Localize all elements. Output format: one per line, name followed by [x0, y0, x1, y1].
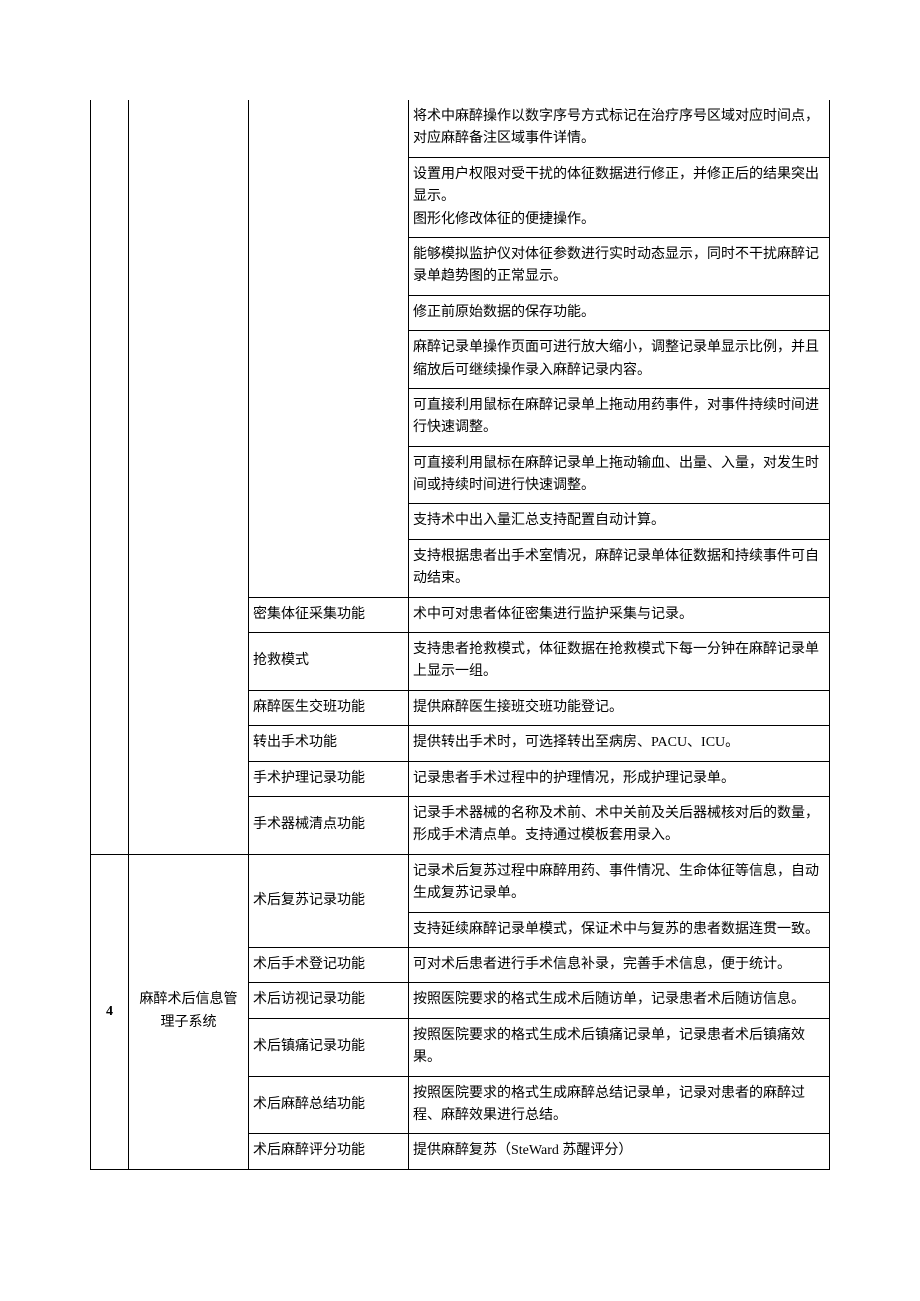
cell-func: 转出手术功能 — [249, 726, 409, 761]
cell-desc: 提供麻醉复苏（SteWard 苏醒评分） — [409, 1134, 830, 1169]
cell-desc: 设置用户权限对受干扰的体征数据进行修正，并修正后的结果突出显示。图形化修改体征的… — [409, 157, 830, 237]
cell-desc: 按照医院要求的格式生成术后镇痛记录单，记录患者术后镇痛效果。 — [409, 1018, 830, 1076]
cell-desc: 可直接利用鼠标在麻醉记录单上拖动用药事件，对事件持续时间进行快速调整。 — [409, 388, 830, 446]
cell-func-empty — [249, 100, 409, 597]
cell-desc: 将术中麻醉操作以数字序号方式标记在治疗序号区域对应时间点，对应麻醉备注区域事件详… — [409, 100, 830, 157]
cell-desc: 能够模拟监护仪对体征参数进行实时动态显示，同时不干扰麻醉记录单趋势图的正常显示。 — [409, 237, 830, 295]
cell-func: 抢救模式 — [249, 633, 409, 691]
cell-desc: 提供转出手术时，可选择转出至病房、PACU、ICU。 — [409, 726, 830, 761]
cell-func: 术后镇痛记录功能 — [249, 1018, 409, 1076]
cell-num-empty — [91, 100, 129, 854]
cell-desc: 修正前原始数据的保存功能。 — [409, 295, 830, 330]
cell-system-empty — [129, 100, 249, 854]
cell-desc: 记录术后复苏过程中麻醉用药、事件情况、生命体征等信息，自动生成复苏记录单。 — [409, 854, 830, 912]
cell-desc: 支持根据患者出手术室情况，麻醉记录单体征数据和持续事件可自动结束。 — [409, 539, 830, 597]
cell-func: 术后访视记录功能 — [249, 983, 409, 1018]
cell-desc: 可直接利用鼠标在麻醉记录单上拖动输血、出量、入量，对发生时间或持续时间进行快速调… — [409, 446, 830, 504]
cell-desc: 支持延续麻醉记录单模式，保证术中与复苏的患者数据连贯一致。 — [409, 912, 830, 947]
cell-func: 术后手术登记功能 — [249, 947, 409, 982]
cell-num: 4 — [91, 854, 129, 1169]
cell-desc: 按照医院要求的格式生成术后随访单，记录患者术后随访信息。 — [409, 983, 830, 1018]
cell-desc: 支持患者抢救模式，体征数据在抢救模式下每一分钟在麻醉记录单上显示一组。 — [409, 633, 830, 691]
cell-desc: 支持术中出入量汇总支持配置自动计算。 — [409, 504, 830, 539]
cell-func: 麻醉医生交班功能 — [249, 690, 409, 725]
cell-desc: 记录患者手术过程中的护理情况，形成护理记录单。 — [409, 761, 830, 796]
cell-system: 麻醉术后信息管理子系统 — [129, 854, 249, 1169]
table-row: 将术中麻醉操作以数字序号方式标记在治疗序号区域对应时间点，对应麻醉备注区域事件详… — [91, 100, 830, 157]
cell-func: 密集体征采集功能 — [249, 597, 409, 632]
spec-table: 将术中麻醉操作以数字序号方式标记在治疗序号区域对应时间点，对应麻醉备注区域事件详… — [90, 100, 830, 1170]
cell-desc: 按照医院要求的格式生成麻醉总结记录单，记录对患者的麻醉过程、麻醉效果进行总结。 — [409, 1076, 830, 1134]
cell-desc: 提供麻醉医生接班交班功能登记。 — [409, 690, 830, 725]
cell-func: 手术器械清点功能 — [249, 796, 409, 854]
cell-func: 手术护理记录功能 — [249, 761, 409, 796]
cell-func: 术后麻醉评分功能 — [249, 1134, 409, 1169]
cell-desc: 记录手术器械的名称及术前、术中关前及关后器械核对后的数量，形成手术清点单。支持通… — [409, 796, 830, 854]
cell-desc: 麻醉记录单操作页面可进行放大缩小，调整记录单显示比例，并且缩放后可继续操作录入麻… — [409, 331, 830, 389]
table-row: 4 麻醉术后信息管理子系统 术后复苏记录功能 记录术后复苏过程中麻醉用药、事件情… — [91, 854, 830, 912]
cell-desc: 可对术后患者进行手术信息补录，完善手术信息，便于统计。 — [409, 947, 830, 982]
document-page: 将术中麻醉操作以数字序号方式标记在治疗序号区域对应时间点，对应麻醉备注区域事件详… — [0, 0, 920, 1250]
cell-func: 术后复苏记录功能 — [249, 854, 409, 947]
cell-desc: 术中可对患者体征密集进行监护采集与记录。 — [409, 597, 830, 632]
cell-func: 术后麻醉总结功能 — [249, 1076, 409, 1134]
